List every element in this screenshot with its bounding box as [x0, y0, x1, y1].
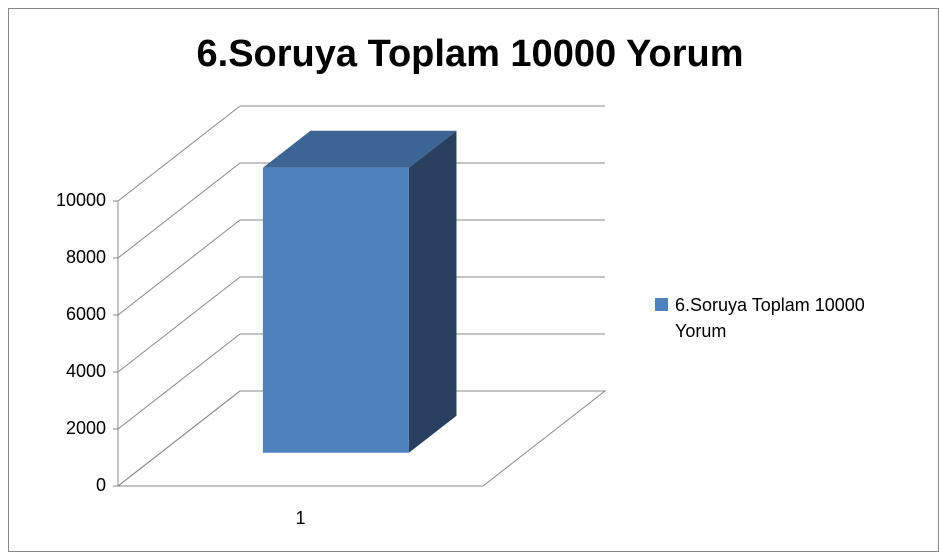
chart-border [8, 8, 939, 552]
y-tick-label: 4000 [66, 361, 106, 381]
grid-line [117, 333, 241, 430]
y-tick-label: 0 [96, 475, 106, 495]
grid-line [117, 105, 241, 202]
bar-top [262, 130, 457, 168]
grid-line [117, 390, 241, 487]
grid-line [117, 276, 241, 373]
bar-side [408, 130, 457, 453]
y-tick-label: 10000 [56, 190, 106, 210]
bar [262, 167, 409, 453]
x-tick-label: 1 [295, 508, 305, 528]
y-tick-label: 2000 [66, 418, 106, 438]
grid-line [117, 219, 241, 316]
legend: 6.Soruya Toplam 10000 Yorum [655, 292, 895, 344]
y-tick-label: 8000 [66, 247, 106, 267]
y-tick-label: 6000 [66, 304, 106, 324]
chart-title: 6.Soruya Toplam 10000 Yorum [197, 33, 744, 75]
legend-swatch [655, 298, 668, 311]
legend-label: 6.Soruya Toplam 10000 Yorum [675, 295, 865, 341]
grid-line [117, 162, 241, 259]
